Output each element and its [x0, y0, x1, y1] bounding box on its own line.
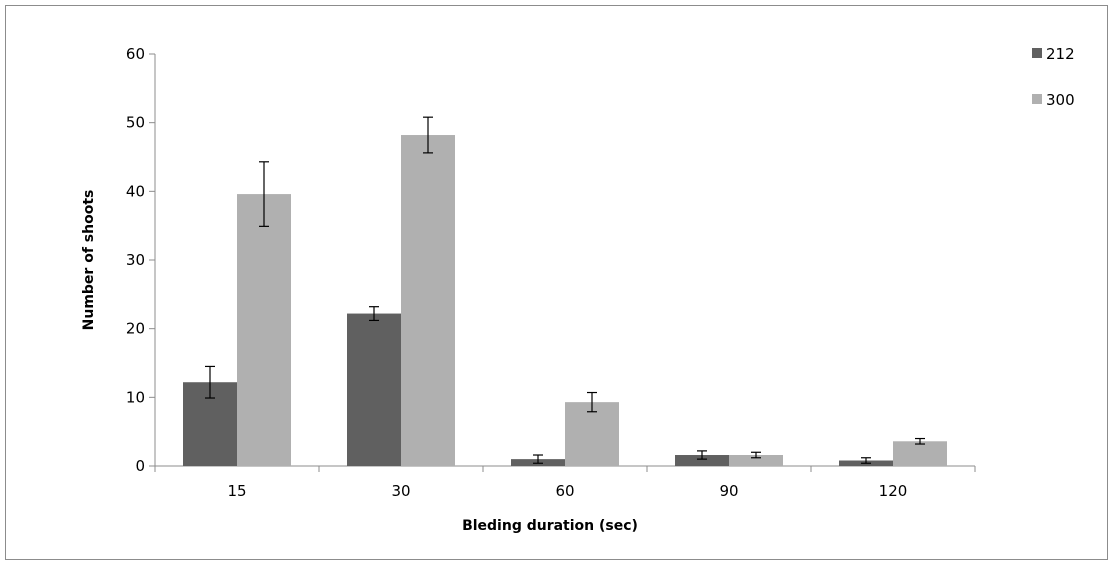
legend-label-300: 300 [1046, 91, 1075, 109]
bar-212-90 [675, 455, 729, 466]
y-tick-label: 20 [126, 320, 145, 338]
x-tick-label: 90 [719, 482, 738, 500]
x-axis-title: Bleding duration (sec) [462, 518, 638, 534]
y-axis-title: Number of shoots [81, 190, 97, 331]
bar-300-120 [893, 441, 947, 466]
legend: 212 300 [1032, 45, 1075, 109]
y-tick-label: 10 [126, 388, 145, 406]
bar-300-15 [237, 194, 291, 466]
x-tick-label: 15 [227, 482, 246, 500]
y-tick-label: 0 [135, 457, 145, 475]
legend-label-212: 212 [1046, 45, 1075, 63]
x-tick-label: 120 [879, 482, 908, 500]
bar-300-90 [729, 455, 783, 466]
bar-212-30 [347, 313, 401, 466]
y-tick-label: 60 [126, 45, 145, 63]
y-tick-label: 40 [126, 182, 145, 200]
y-tick-label: 30 [126, 251, 145, 269]
chart-frame [5, 5, 1108, 560]
legend-swatch-300 [1032, 94, 1042, 104]
plot-area: 0 10 20 30 40 50 60 15 30 60 90 120 [126, 45, 976, 500]
y-tick-label: 50 [126, 114, 145, 132]
bar-300-60 [565, 402, 619, 466]
x-tick-label: 60 [555, 482, 574, 500]
legend-swatch-212 [1032, 48, 1042, 58]
x-tick-label: 30 [391, 482, 410, 500]
bar-300-30 [401, 135, 455, 466]
